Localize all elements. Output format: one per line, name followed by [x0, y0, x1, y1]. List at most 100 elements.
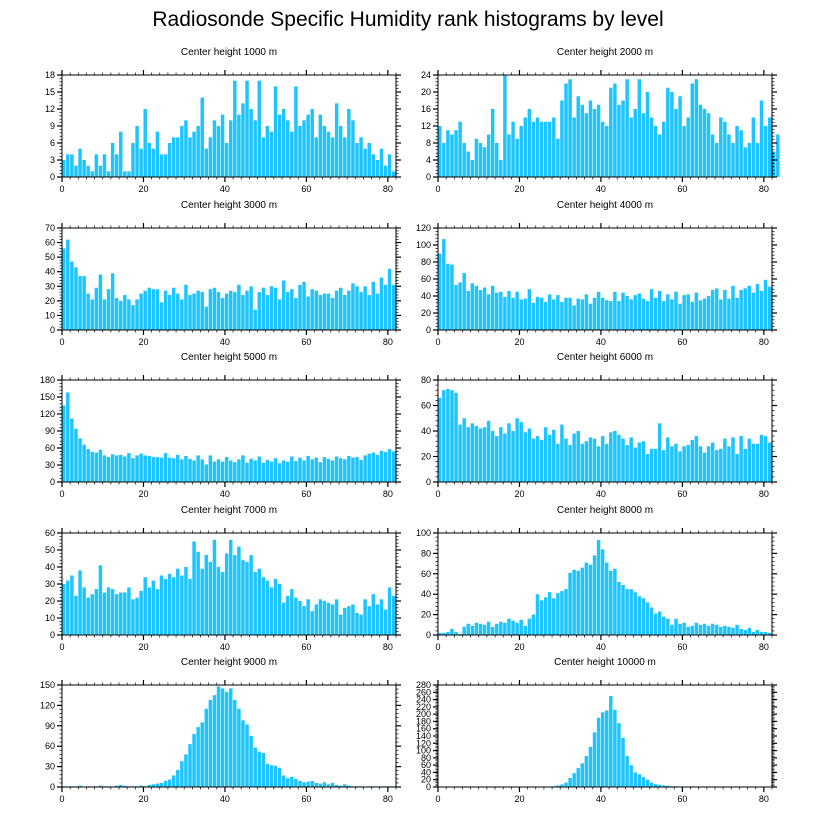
histogram-bar — [674, 291, 678, 330]
histogram-bar — [359, 137, 363, 177]
histogram-bar — [495, 143, 499, 177]
y-tick-label: 100 — [416, 746, 431, 756]
histogram-bar — [391, 451, 396, 482]
histogram-bar — [110, 273, 115, 330]
histogram-bar — [237, 459, 241, 482]
y-tick-label: 12 — [45, 104, 55, 114]
histogram-bar — [180, 761, 184, 787]
histogram-bar — [637, 596, 642, 635]
histogram-bar — [600, 436, 605, 482]
histogram-bar — [719, 117, 723, 177]
y-tick-label: 20 — [45, 596, 55, 606]
histogram-bar — [286, 120, 290, 177]
histogram-bar — [662, 121, 666, 177]
histogram-bar — [706, 113, 711, 177]
histogram-bar — [196, 126, 200, 177]
histogram-bar — [306, 781, 310, 787]
histogram-bar — [645, 92, 650, 177]
y-tick-label: 12 — [421, 121, 431, 131]
histogram-bar — [167, 573, 172, 635]
bar-series — [62, 392, 396, 482]
histogram-bar — [314, 290, 319, 330]
histogram-bar — [281, 109, 286, 177]
histogram-bar — [592, 109, 597, 177]
histogram-bar — [719, 626, 723, 635]
histogram-bar — [682, 446, 686, 482]
histogram-bar — [531, 121, 536, 177]
histogram-bar — [653, 448, 658, 482]
histogram-bar — [690, 83, 695, 177]
histogram-bar — [588, 303, 593, 330]
histogram-bar — [751, 631, 756, 635]
histogram-bar — [743, 288, 747, 330]
histogram-bar — [306, 455, 310, 482]
histogram-bar — [751, 117, 756, 177]
figure-title: Radiosonde Specific Humidity rank histog… — [152, 8, 664, 31]
histogram-bar — [78, 148, 82, 177]
y-tick-label: 4 — [426, 155, 431, 165]
x-tick-label: 60 — [301, 489, 311, 499]
histogram-bar — [698, 300, 703, 330]
histogram-bar — [462, 418, 466, 482]
histogram-bar — [379, 148, 384, 177]
histogram-bar — [171, 287, 176, 330]
histogram-bar — [281, 602, 286, 635]
histogram-bar — [298, 457, 302, 482]
panel-title: Center height 1000 m — [181, 47, 277, 58]
histogram-bar — [767, 632, 772, 635]
histogram-bar — [119, 592, 123, 635]
histogram-bar — [490, 626, 495, 635]
y-tick-label: 200 — [416, 709, 431, 719]
histogram-bar — [682, 126, 686, 177]
histogram-bar — [139, 590, 143, 635]
histogram-bar — [727, 298, 731, 330]
histogram-bar — [625, 296, 629, 330]
histogram-bar — [600, 297, 605, 330]
histogram-bar — [343, 607, 347, 635]
histogram-bar — [649, 782, 654, 787]
y-tick-label: 20 — [421, 610, 431, 620]
histogram-bar — [458, 633, 462, 635]
histogram-bar — [442, 390, 446, 482]
histogram-bar — [330, 137, 335, 177]
histogram-bar — [568, 777, 572, 787]
histogram-bar — [474, 622, 479, 635]
histogram-bar — [216, 459, 221, 482]
y-tick-label: 150 — [40, 392, 55, 402]
histogram-bar — [314, 604, 319, 635]
histogram-bar — [163, 780, 168, 787]
histogram-bar — [450, 134, 454, 177]
histogram-bar — [527, 618, 532, 635]
x-tick-label: 20 — [514, 642, 524, 652]
histogram-bar — [155, 783, 160, 787]
histogram-bar — [302, 782, 306, 787]
histogram-bar — [462, 273, 466, 330]
histogram-bar — [306, 114, 310, 177]
histogram-bar — [613, 83, 617, 177]
histogram-bar — [568, 79, 572, 177]
histogram-bar — [286, 461, 290, 482]
histogram-bar — [560, 100, 564, 177]
histogram-bar — [281, 775, 286, 787]
y-tick-label: 90 — [45, 721, 55, 731]
histogram-bar — [334, 290, 339, 330]
histogram-bar — [592, 297, 597, 330]
histogram-bar — [159, 302, 164, 330]
histogram-bar — [379, 599, 384, 635]
histogram-bar — [629, 299, 633, 330]
histogram-bar — [438, 632, 442, 635]
histogram-bar — [588, 564, 593, 635]
histogram-bar — [338, 614, 343, 635]
histogram-bar — [387, 587, 392, 635]
histogram-bar — [723, 625, 727, 635]
histogram-bar — [119, 454, 123, 482]
histogram-bar — [723, 290, 727, 330]
histogram-bar — [66, 239, 70, 330]
histogram-bar — [657, 784, 662, 787]
histogram-bar — [482, 147, 487, 177]
histogram-bar — [751, 292, 756, 330]
histogram-bar — [662, 301, 666, 330]
histogram-bar — [605, 710, 609, 787]
histogram-bar — [114, 297, 119, 330]
histogram-bar — [302, 120, 306, 177]
